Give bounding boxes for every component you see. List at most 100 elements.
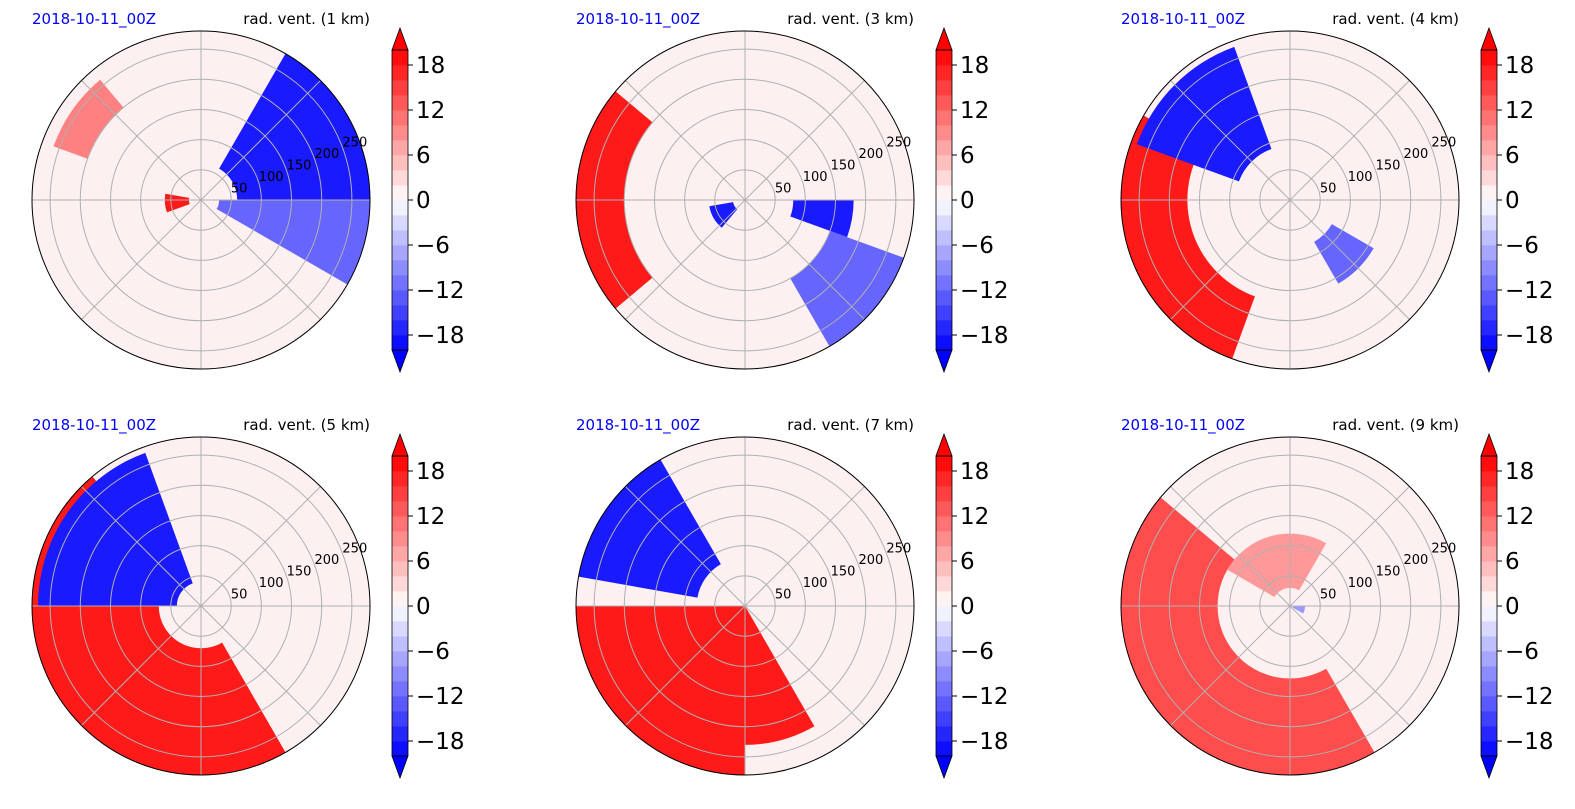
grid-spoke [744,80,865,201]
colorbar-band [392,501,408,517]
radial-tick-label: 150 [1376,564,1401,579]
colorbar-extend-min [1480,755,1498,780]
polar-outline [31,436,371,776]
colorbar-tick-label: 18 [416,459,445,485]
colorbar-band [392,591,408,607]
colorbar-band [1481,245,1497,261]
colorbar-band [392,215,408,231]
colorbar-band [392,170,408,186]
field-region-2 [790,230,904,347]
polar-outline [575,436,915,776]
colorbar-band [1481,591,1497,607]
colorbar-band [392,95,408,111]
panel-date: 2018-10-11_00Z [32,416,156,435]
colorbar-tick-label: 6 [416,143,431,169]
colorbar-tick-label: −12 [1505,684,1554,710]
colorbar-tick-label: 0 [960,594,975,620]
colorbar: 18 12 6 0 −18 −12 −6 [935,26,1009,374]
field-layer [1121,497,1375,775]
colorbar-band [392,606,408,622]
colorbar-band [1481,140,1497,156]
colorbar-band [1481,501,1497,517]
colorbar-extend-min [935,349,953,374]
panel-title: rad. vent. (7 km) [787,416,914,434]
colorbar-band [392,155,408,171]
radial-tick-label: 200 [1404,553,1429,568]
colorbar-tick-label: −6 [960,639,994,665]
colorbar-band [392,320,408,336]
colorbar-tick-label: 18 [416,53,445,79]
radial-tick-label: 250 [886,135,911,150]
grid-spoke [81,80,202,201]
colorbar-band [936,260,952,276]
colorbar-band [1481,290,1497,306]
colorbar-band [392,185,408,201]
colorbar-band [936,456,952,472]
colorbar-band [392,50,408,66]
colorbar-tick-label: 18 [960,459,989,485]
colorbar-band [1481,320,1497,336]
colorbar-band [936,486,952,502]
panel-title: rad. vent. (1 km) [243,10,370,28]
colorbar-band [392,305,408,321]
panel-date: 2018-10-11_00Z [576,416,700,435]
colorbar-tick-label: 12 [1505,98,1534,124]
colorbar-tick-label: 6 [1505,549,1520,575]
colorbar-band [392,486,408,502]
colorbar-tick-label: −6 [960,233,994,259]
colorbar-band [1481,741,1497,757]
colorbar-band [936,561,952,577]
colorbar-tick-label: −18 [1505,323,1554,349]
colorbar: 18 12 6 0 −18 −12 −6 [1480,26,1554,374]
colorbar-tick-label: 0 [1505,188,1520,214]
colorbar-band [936,531,952,547]
grid-spoke [744,199,865,320]
colorbar-band [936,576,952,592]
grid-spoke [625,486,746,607]
colorbar-band [1481,215,1497,231]
field-region-1 [219,53,370,200]
field-region-4 [53,79,124,159]
colorbar-band [1481,335,1497,351]
colorbar-band [936,155,952,171]
panel-date: 2018-10-11_00Z [32,10,156,29]
grid-spoke [625,199,746,320]
radial-tick-label: 50 [775,587,792,602]
colorbar-band [936,170,952,186]
colorbar-tick-label: 12 [416,98,445,124]
colorbar-band [936,741,952,757]
colorbar-band [936,245,952,261]
radial-tick-label: 250 [342,541,367,556]
radial-tick-label: 100 [1348,576,1373,591]
colorbar-band [936,320,952,336]
colorbar-band [392,125,408,141]
panel-title: rad. vent. (5 km) [243,416,370,434]
colorbar-tick-label: −6 [416,233,450,259]
radial-tick-label: 150 [831,564,856,579]
colorbar-extend-max [391,432,409,457]
colorbar-tick-label: 18 [1505,53,1534,79]
colorbar-band [392,200,408,216]
radial-tick-label: 250 [886,541,911,556]
grid-spoke [200,605,321,726]
colorbar-tick-label: 12 [416,504,445,530]
radial-tick-label: 200 [315,553,340,568]
colorbar-band [392,636,408,652]
grid-spoke [81,605,202,726]
colorbar-tick-label: 0 [960,188,975,214]
grid-spoke [1170,199,1291,320]
colorbar-band [392,80,408,96]
colorbar-band [392,245,408,261]
colorbar-extend-max [935,26,953,51]
colorbar-band [936,516,952,532]
radial-tick-label: 50 [1320,181,1337,196]
colorbar-band [936,335,952,351]
colorbar-band [1481,681,1497,697]
colorbar-band [936,726,952,742]
colorbar-band [1481,726,1497,742]
panel-title: rad. vent. (9 km) [1332,416,1459,434]
colorbar-tick-label: 18 [1505,459,1534,485]
colorbar-tick-label: −18 [960,323,1009,349]
colorbar-band [936,501,952,517]
